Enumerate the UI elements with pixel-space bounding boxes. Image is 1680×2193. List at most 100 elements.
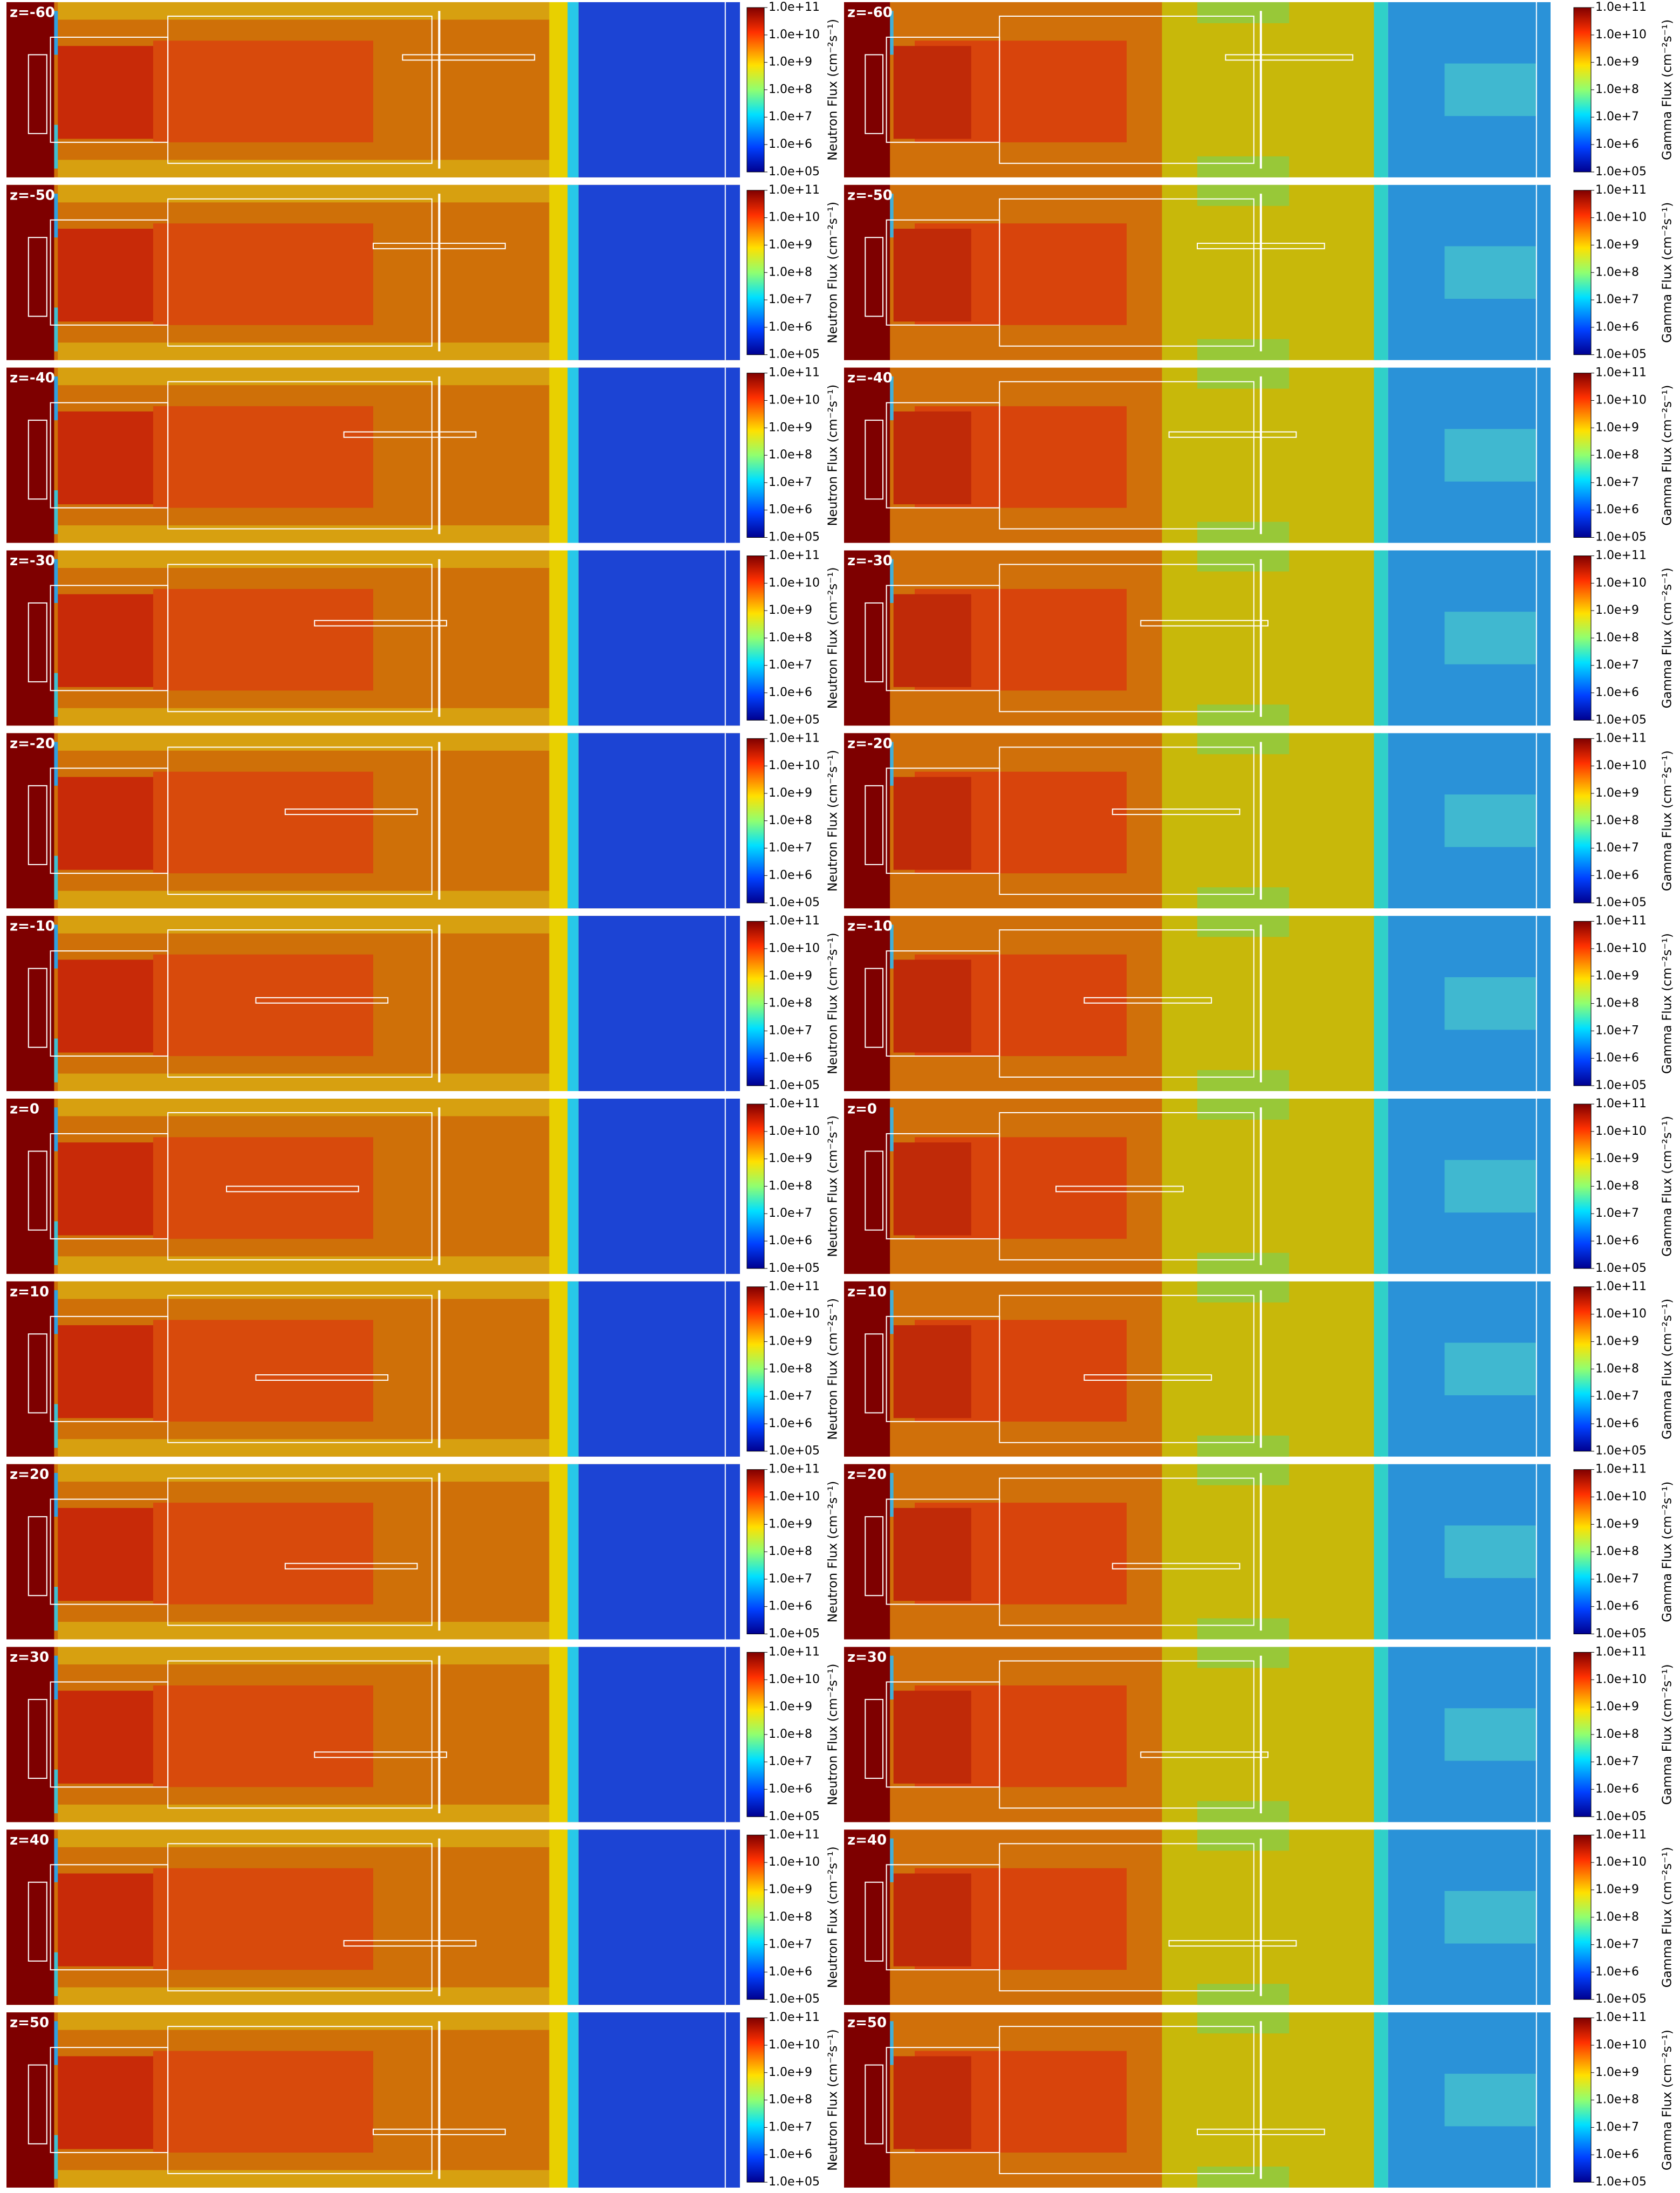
row-label: z=30 bbox=[847, 1649, 887, 1666]
colorbar-tick-label: 1.0e+7 bbox=[1595, 2120, 1639, 2134]
row-label: z=-10 bbox=[10, 919, 55, 935]
colorbar-tick-label: 1.0e+11 bbox=[1595, 731, 1647, 745]
outline bbox=[28, 1333, 47, 1414]
panel: z=20 bbox=[6, 1464, 740, 1640]
colorbar-tick-label: 1.0e+6 bbox=[769, 686, 812, 700]
outline bbox=[167, 15, 433, 164]
flux-region bbox=[58, 594, 153, 687]
flux-region bbox=[58, 342, 564, 360]
colorbar-tick-label: 1.0e+9 bbox=[1595, 421, 1639, 434]
colorbar-tick-label: 1.0e+10 bbox=[769, 1673, 820, 1686]
flux-region bbox=[1162, 550, 1381, 726]
flux-region bbox=[844, 1464, 890, 1640]
flux-region bbox=[58, 525, 564, 543]
flux-region bbox=[1162, 184, 1381, 360]
colorbar-tick-label: 1.0e+8 bbox=[769, 1545, 812, 1558]
outline bbox=[28, 1881, 47, 1962]
colorbar-tick-label: 1.0e+8 bbox=[769, 997, 812, 1010]
colorbar-tick-label: 1.0e+6 bbox=[769, 1783, 812, 1796]
colorbar-tick-label: 1.0e+8 bbox=[769, 83, 812, 96]
colorbar-tick-label: 1.0e+6 bbox=[769, 868, 812, 882]
colorbar-tick-label: 1.0e+6 bbox=[1595, 1051, 1639, 1065]
colorbar-tick-label: 1.0e+6 bbox=[1595, 686, 1639, 700]
colorbar-title: Neutron Flux (cm⁻²s⁻¹) bbox=[826, 1115, 840, 1257]
flux-region bbox=[1162, 1829, 1381, 2005]
colorbar-tick-label: 1.0e+6 bbox=[1595, 1600, 1639, 1613]
panel: z=-40 bbox=[844, 367, 1551, 543]
colorbar-tick-label: 1.0e+6 bbox=[1595, 503, 1639, 517]
colorbar-tick-label: 1.0e+7 bbox=[769, 476, 812, 489]
flux-region bbox=[153, 1685, 373, 1787]
row-label: z=50 bbox=[847, 2015, 887, 2031]
colorbar-tick-label: 1.0e+7 bbox=[1595, 1024, 1639, 1037]
flux-region bbox=[567, 184, 579, 360]
colorbar-tick-label: 1.0e+05 bbox=[1595, 531, 1647, 544]
row-label: z=10 bbox=[847, 1284, 887, 1300]
flux-region bbox=[1197, 2012, 1290, 2034]
colorbar-tick-label: 1.0e+05 bbox=[1595, 1444, 1647, 1458]
flux-region bbox=[578, 1099, 740, 1274]
flux-region bbox=[153, 223, 373, 325]
outline bbox=[167, 929, 433, 1078]
colorbar bbox=[1573, 7, 1592, 173]
flux-region bbox=[1444, 246, 1537, 299]
flux-region bbox=[893, 46, 971, 139]
flux-region bbox=[1444, 1525, 1537, 1578]
flux-region bbox=[153, 1868, 373, 1970]
flux-region bbox=[893, 411, 971, 505]
outline bbox=[865, 968, 884, 1048]
colorbar-tick-label: 1.0e+05 bbox=[769, 1262, 820, 1275]
flux-region bbox=[58, 1987, 564, 2005]
flux-region bbox=[1444, 977, 1537, 1030]
row-label: z=-40 bbox=[847, 370, 893, 386]
colorbar bbox=[746, 190, 765, 355]
flux-region bbox=[1197, 704, 1290, 726]
flux-region bbox=[153, 588, 373, 691]
colorbar-title: Neutron Flux (cm⁻²s⁻¹) bbox=[826, 750, 840, 892]
colorbar-tick-label: 1.0e+9 bbox=[1595, 1152, 1639, 1166]
row-label: z=10 bbox=[10, 1284, 49, 1300]
colorbar bbox=[1573, 1104, 1592, 1269]
flux-region bbox=[1374, 1829, 1388, 2005]
flux-region bbox=[153, 40, 373, 142]
flux-region bbox=[1197, 1618, 1290, 1640]
colorbar-tick-label: 1.0e+10 bbox=[769, 1855, 820, 1869]
flux-region bbox=[567, 550, 579, 726]
flux-region bbox=[1374, 1099, 1388, 1274]
outline bbox=[167, 564, 433, 712]
outline bbox=[167, 1660, 433, 1809]
colorbar-tick-label: 1.0e+11 bbox=[1595, 1280, 1647, 1293]
panel: z=-20 bbox=[6, 733, 740, 909]
colorbar-tick-label: 1.0e+8 bbox=[1595, 1910, 1639, 1924]
colorbar-tick-label: 1.0e+8 bbox=[769, 814, 812, 827]
outline bbox=[865, 237, 884, 317]
colorbar-tick-label: 1.0e+8 bbox=[769, 1362, 812, 1375]
colorbar-tick-label: 1.0e+9 bbox=[769, 969, 812, 983]
outline bbox=[343, 431, 477, 438]
colorbar-tick-label: 1.0e+05 bbox=[769, 1627, 820, 1641]
colorbar-tick-label: 1.0e+10 bbox=[1595, 1490, 1647, 1503]
outline bbox=[1084, 1374, 1212, 1381]
colorbar-tick-label: 1.0e+6 bbox=[769, 138, 812, 151]
flux-region bbox=[1197, 916, 1290, 937]
colorbar-tick-label: 1.0e+7 bbox=[769, 1207, 812, 1220]
flux-region bbox=[1444, 1708, 1537, 1761]
outline bbox=[226, 1185, 359, 1193]
flux-region bbox=[153, 954, 373, 1057]
flux-region bbox=[58, 2, 564, 20]
colorbar-tick-label: 1.0e+9 bbox=[769, 1517, 812, 1531]
row-label: z=40 bbox=[10, 1832, 49, 1848]
colorbar-tick-label: 1.0e+10 bbox=[769, 576, 820, 590]
flux-region bbox=[58, 184, 564, 203]
outline bbox=[28, 1150, 47, 1231]
colorbar-tick-label: 1.0e+05 bbox=[769, 165, 820, 179]
flux-region bbox=[1374, 550, 1388, 726]
colorbar-tick-label: 1.0e+11 bbox=[769, 1463, 820, 1476]
panel: z=10 bbox=[844, 1281, 1551, 1457]
colorbar-title: Neutron Flux (cm⁻²s⁻¹) bbox=[826, 1481, 840, 1623]
flux-region bbox=[1162, 1281, 1381, 1457]
flux-region bbox=[6, 2, 54, 177]
flux-region bbox=[1444, 63, 1537, 116]
colorbar-tick-label: 1.0e+6 bbox=[769, 320, 812, 334]
panel: z=-50 bbox=[844, 184, 1551, 360]
